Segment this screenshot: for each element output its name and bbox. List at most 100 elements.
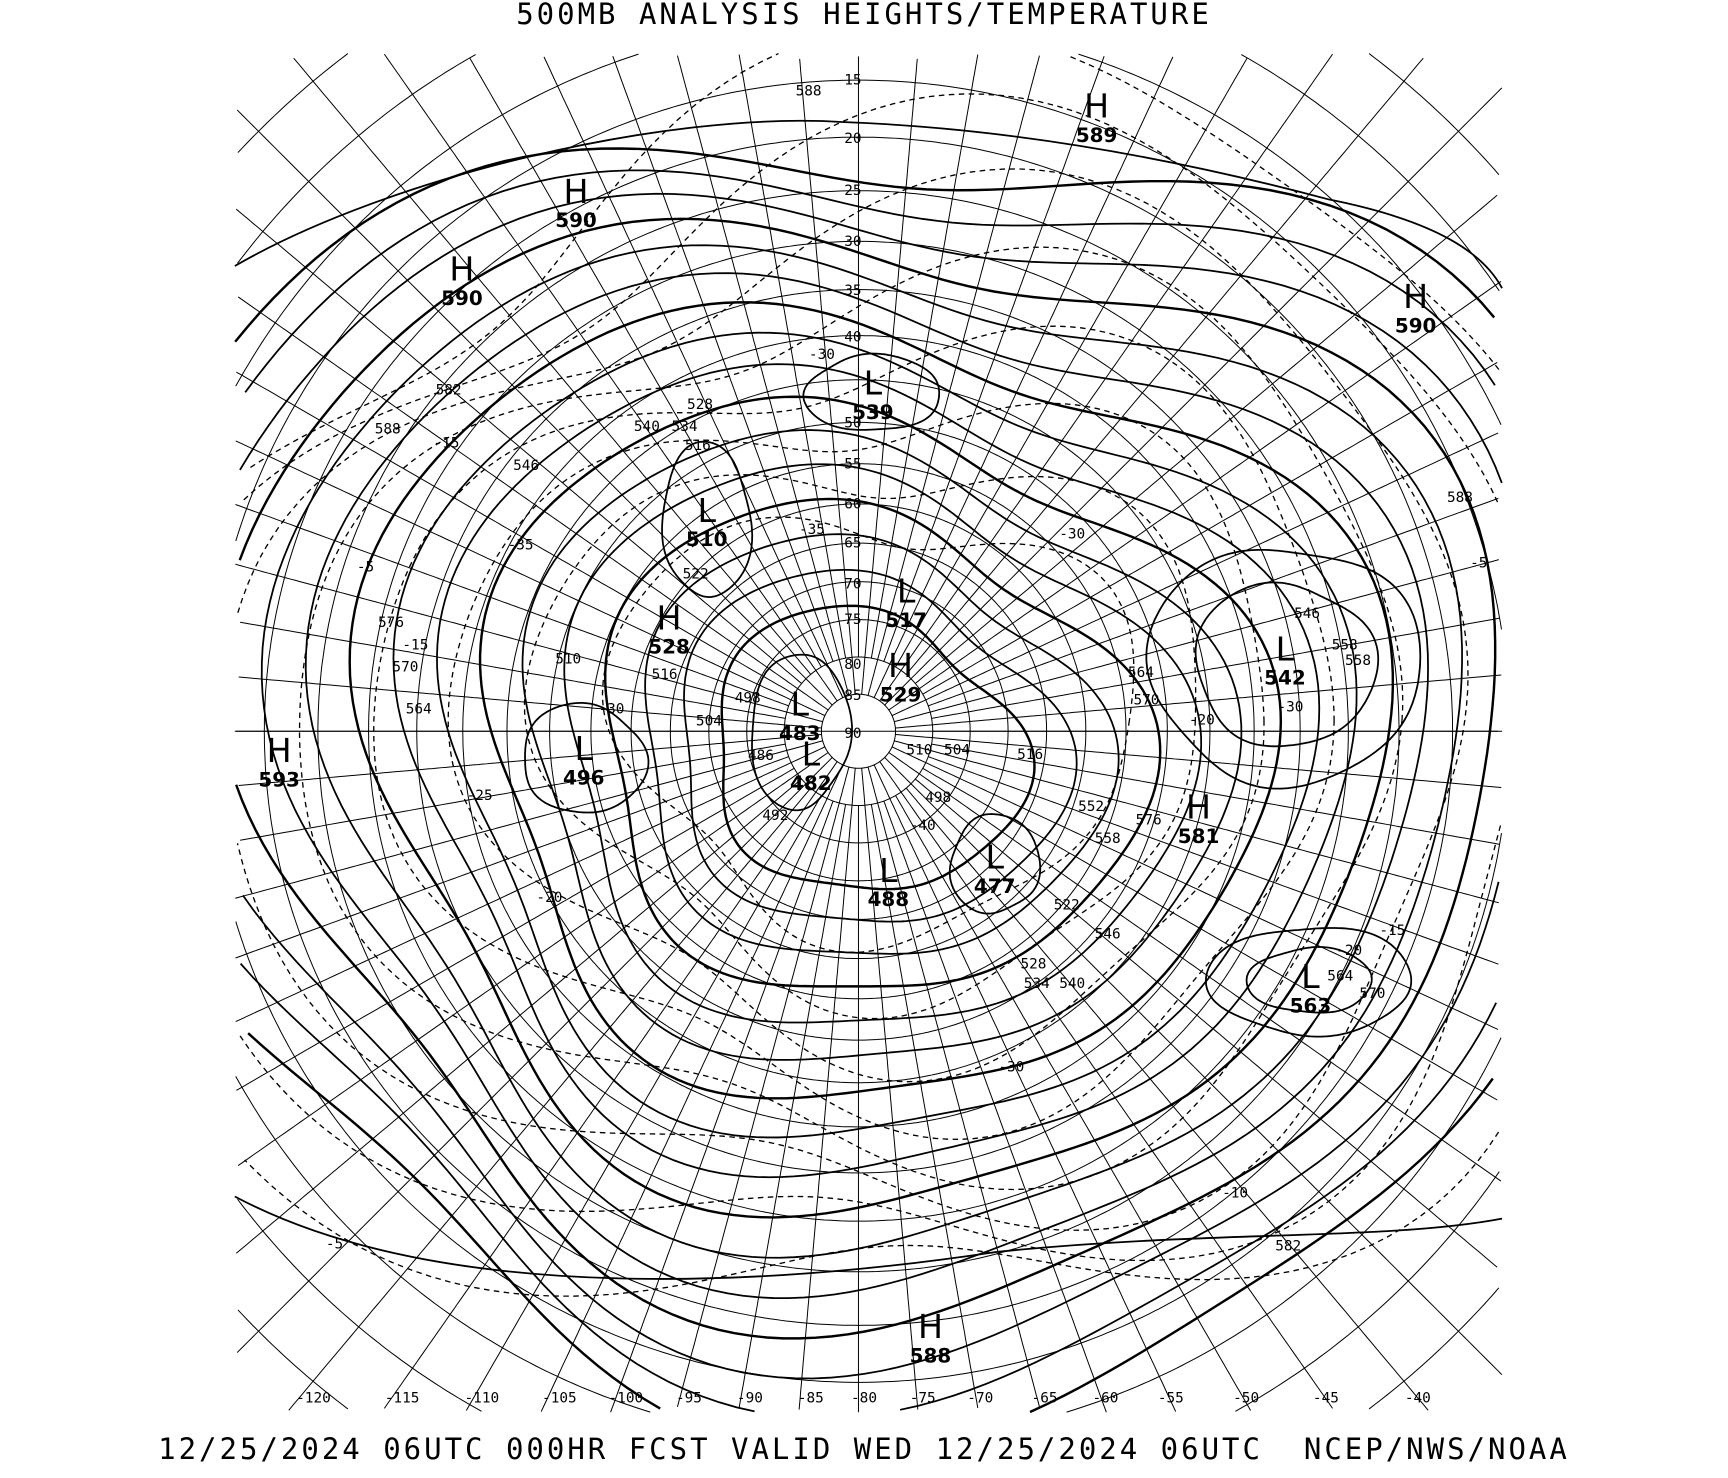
height-contour (661, 440, 754, 598)
pressure-center-value: 539 (852, 401, 894, 424)
latitude-label: 50 (844, 416, 861, 432)
meridian-line (914, 778, 1498, 1268)
meridian-line (235, 504, 789, 707)
pressure-center-value: 590 (555, 209, 597, 232)
height-contour-label: 558 (1345, 653, 1371, 669)
high-pressure-marker: H (267, 731, 292, 770)
low-pressure-marker: L (802, 735, 821, 774)
meridian-line (905, 787, 1429, 1411)
height-contour-label: 510 (555, 652, 581, 668)
latitude-label: 70 (844, 576, 861, 592)
low-pressure-marker: L (879, 851, 898, 890)
pressure-center-value: 482 (790, 772, 832, 795)
pressure-center-value: 589 (1076, 124, 1118, 147)
high-pressure-marker: H (888, 646, 913, 685)
height-contour-label: 504 (696, 714, 722, 730)
latitude-label: 25 (844, 183, 861, 199)
low-pressure-marker: L (790, 685, 809, 724)
height-contour-label: 564 (1128, 665, 1154, 681)
latitude-label: 60 (844, 497, 861, 513)
longitude-label: -45 (1313, 1391, 1339, 1407)
meridian-line (676, 766, 850, 1407)
temperature-contour (373, 325, 1335, 1140)
height-contour-label: 516 (685, 438, 711, 454)
latitude-label: 20 (844, 131, 861, 147)
height-contour-label: 576 (1136, 812, 1162, 828)
temperature-contour (238, 93, 1502, 1262)
height-contour-label: 564 (406, 702, 432, 718)
pressure-center-value: 593 (258, 769, 300, 792)
pressure-center-value: 483 (779, 722, 821, 745)
longitude-label: -50 (1233, 1391, 1259, 1407)
temperature-contour-label: -30 (998, 1059, 1024, 1075)
height-contour-label: 486 (748, 748, 774, 764)
meridian-line (235, 740, 823, 899)
meridian-line (235, 746, 826, 1023)
latitude-circle (235, 79, 1502, 1383)
meridian-line (873, 56, 1174, 698)
pressure-center-value: 496 (563, 766, 605, 789)
longitude-label: -80 (851, 1391, 877, 1407)
longitude-label: -90 (737, 1391, 763, 1407)
latitude-label: 40 (844, 329, 861, 345)
meridian-line (799, 58, 856, 695)
meridian-line (928, 756, 1499, 965)
temperature-contour (236, 168, 1469, 1231)
meridian-line (236, 109, 833, 706)
meridian-line (236, 371, 795, 695)
longitude-label: -105 (542, 1391, 577, 1407)
height-contour (604, 497, 1162, 988)
latitude-label: 30 (844, 234, 861, 250)
meridian-line (238, 733, 822, 787)
temperature-contour-label: -15 (402, 637, 428, 653)
low-pressure-marker: L (1301, 957, 1320, 996)
height-contour (478, 395, 1283, 1100)
high-pressure-marker: H (1403, 277, 1428, 316)
height-contour (802, 352, 941, 431)
height-contour-label: 522 (1054, 898, 1080, 914)
temperature-contour-label: -20 (1336, 943, 1362, 959)
meridian-line (236, 757, 833, 1353)
low-pressure-marker: L (1276, 629, 1295, 668)
height-contour (234, 147, 1496, 1414)
height-contour (235, 217, 1497, 1340)
meridian-line (884, 87, 1503, 706)
height-contour (260, 244, 1463, 1300)
meridian-line (288, 787, 812, 1411)
meridian-line (879, 761, 1333, 1409)
meridian-line (867, 766, 1040, 1407)
temperature-contour-label: -20 (1189, 713, 1215, 729)
low-pressure-marker: L (574, 729, 593, 768)
latitude-label: 35 (844, 283, 861, 299)
height-contour (436, 363, 1321, 1139)
pressure-center-value: 528 (648, 636, 690, 659)
temperature-contour-label: -5 (326, 1237, 343, 1253)
height-contour-label: 498 (925, 790, 951, 806)
meridian-line (870, 54, 979, 659)
meridian-line (798, 768, 856, 1410)
height-contour-label: 570 (1359, 986, 1385, 1002)
longitude-label: -95 (676, 1391, 702, 1407)
temperature-contour-label: -35 (799, 522, 825, 538)
latitude-circle (235, 53, 1502, 1413)
temperature-contour-label: -30 (809, 347, 835, 363)
meridian-line (905, 57, 1424, 675)
meridian-line (610, 800, 834, 1413)
latitude-label: 75 (844, 612, 861, 628)
meridian-line (888, 281, 1502, 711)
height-contour-label: 552 (1078, 799, 1104, 815)
pressure-center-value: 590 (1395, 314, 1437, 337)
height-contour (1204, 927, 1413, 1038)
temperature-contour-label: -15 (433, 436, 459, 452)
high-pressure-marker: H (1084, 87, 1109, 126)
temperature-contour (601, 516, 1135, 954)
temperature-contour-label: -30 (1059, 527, 1085, 543)
pressure-center-value: 510 (686, 528, 728, 551)
latitude-label: 80 (844, 657, 861, 673)
latitude-label: 15 (844, 72, 861, 88)
meridian-line (894, 740, 1499, 904)
meridian-line (237, 752, 829, 1166)
height-contour (524, 702, 650, 814)
latitude-label: 90 (844, 726, 861, 742)
meridian-line (895, 674, 1502, 729)
